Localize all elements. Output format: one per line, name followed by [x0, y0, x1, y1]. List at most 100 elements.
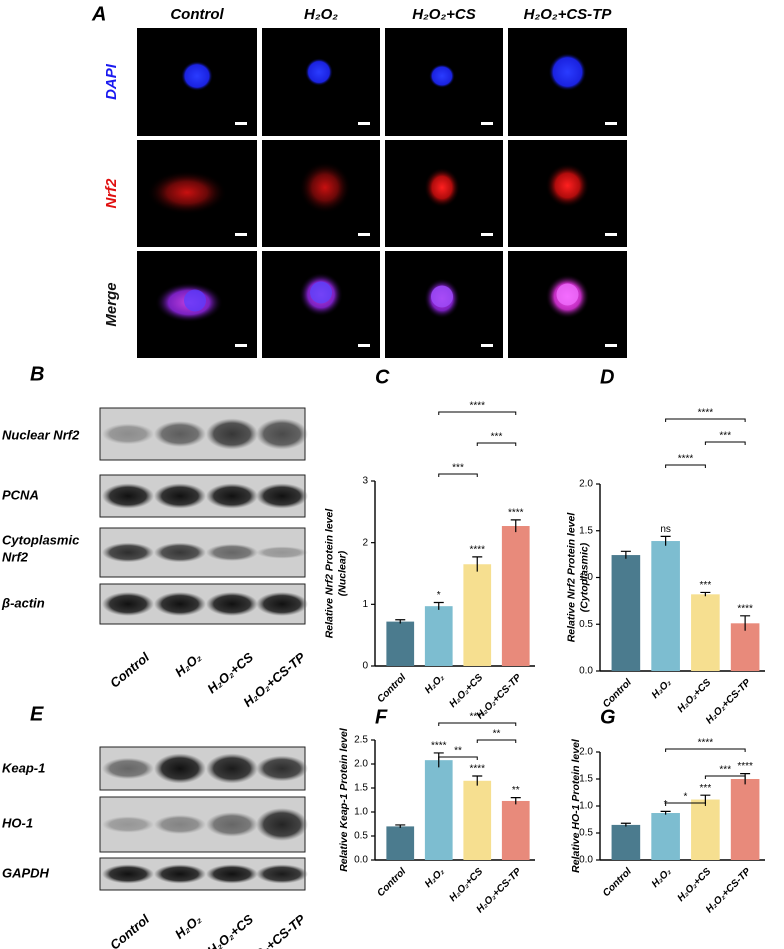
- bar: [386, 826, 415, 860]
- band-label: Keap-1: [2, 760, 45, 775]
- bar: [611, 824, 641, 860]
- blot-band: [102, 864, 154, 884]
- column-header: H₂O₂+CS-TP: [524, 6, 613, 23]
- significance-label: ****: [469, 764, 485, 775]
- error-bar: [740, 615, 751, 631]
- blot-band: [102, 757, 154, 780]
- bar: [651, 813, 680, 860]
- blot-band: [154, 864, 206, 884]
- blot-band: [206, 753, 258, 784]
- error-bar: [433, 601, 444, 610]
- row-label: Merge: [103, 282, 120, 326]
- y-tick-label: 0.0: [354, 855, 368, 866]
- y-tick-label: 1.0: [354, 807, 368, 818]
- error-bar: [510, 519, 521, 533]
- error-bar: [660, 535, 671, 546]
- comparison-label: ****: [678, 454, 694, 465]
- y-tick-label: 0.0: [579, 855, 593, 866]
- comparison-label: ****: [469, 712, 485, 723]
- lane-label: H₂O₂: [172, 911, 204, 941]
- significance-label: ****: [469, 544, 485, 555]
- blot-band: [206, 592, 258, 616]
- cell: [147, 170, 227, 215]
- cell: [299, 161, 351, 214]
- comparison-bracket: [665, 464, 706, 468]
- blot-band: [206, 864, 258, 884]
- y-axis-label: (Cytoplasmic): [578, 542, 590, 612]
- nucleus: [310, 281, 332, 304]
- error-bar: [395, 824, 406, 828]
- error-bar: [395, 619, 406, 624]
- scale-bar: [358, 122, 370, 125]
- scale-bar: [358, 344, 370, 347]
- x-tick-label: H₂O₂+CS: [448, 866, 486, 904]
- bar: [424, 606, 453, 666]
- y-tick-label: 1.5: [354, 783, 368, 794]
- error-bar: [660, 810, 671, 815]
- y-tick-label: 2.0: [579, 479, 593, 490]
- comparison-bracket: [665, 802, 706, 806]
- y-tick-label: 3: [362, 476, 368, 487]
- comparison-bracket: [704, 441, 746, 445]
- blot-band: [206, 418, 258, 450]
- row-label: DAPI: [103, 63, 120, 100]
- blot-band: [102, 592, 154, 616]
- x-tick-label: Control: [601, 677, 634, 710]
- panel-label: G: [600, 706, 616, 728]
- bar: [463, 780, 492, 860]
- blot-band: [154, 483, 206, 509]
- y-tick-label: 2.0: [354, 759, 368, 770]
- lane-label: H₂O₂+CS: [204, 911, 256, 949]
- scale-bar: [605, 233, 617, 236]
- comparison-bracket: [476, 739, 517, 743]
- lane-label: Control: [107, 649, 152, 690]
- band-label: Cytoplasmic: [2, 532, 80, 547]
- comparison-label: ***: [719, 765, 731, 776]
- y-axis-label: Relative Nrf2 Protein level: [565, 512, 577, 643]
- x-tick-label: H₂O₂: [423, 672, 447, 696]
- y-tick-label: 0.5: [579, 828, 593, 839]
- error-bar: [620, 822, 631, 827]
- comparison-label: ****: [469, 401, 485, 412]
- band-label: β-actin: [1, 595, 45, 610]
- y-tick-label: 0: [362, 661, 368, 672]
- y-axis-label: Relative Keap-1 Protein level: [338, 727, 350, 872]
- x-tick-label: Control: [375, 866, 408, 899]
- y-tick-label: 2.5: [354, 735, 368, 746]
- nucleus: [184, 289, 206, 312]
- significance-label: ****: [508, 507, 524, 518]
- blot-band: [206, 483, 258, 509]
- cell: [548, 53, 587, 91]
- blot-band: [256, 418, 308, 450]
- scale-bar: [235, 122, 247, 125]
- bar: [501, 526, 530, 666]
- scale-bar: [605, 344, 617, 347]
- band-label: GAPDH: [2, 865, 50, 880]
- column-header: Control: [170, 6, 224, 23]
- significance-label: ****: [737, 761, 753, 772]
- comparison-bracket: [704, 775, 746, 779]
- blot-band: [102, 423, 154, 445]
- comparison-label: **: [454, 746, 462, 757]
- blot-band: [102, 816, 154, 833]
- panel-label: B: [30, 363, 44, 385]
- significance-label: ****: [431, 741, 447, 752]
- error-bar: [433, 752, 444, 768]
- y-tick-label: 0.5: [354, 831, 368, 842]
- lane-label: H₂O₂+CS: [204, 649, 256, 696]
- blot-band: [256, 864, 308, 884]
- x-tick-label: H₂O₂: [423, 866, 447, 890]
- comparison-label: *: [684, 792, 688, 803]
- comparison-label: ***: [719, 431, 731, 442]
- y-tick-label: 2.0: [579, 747, 593, 758]
- comparison-bracket: [438, 411, 517, 415]
- y-tick-label: 2: [362, 537, 368, 548]
- scale-bar: [358, 233, 370, 236]
- significance-label: **: [512, 785, 520, 796]
- y-tick-label: 1: [362, 599, 368, 610]
- blot-band: [154, 421, 206, 447]
- band-label: Nuclear Nrf2: [2, 427, 80, 442]
- scale-bar: [235, 344, 247, 347]
- x-tick-label: Control: [601, 866, 634, 899]
- comparison-label: ***: [452, 463, 464, 474]
